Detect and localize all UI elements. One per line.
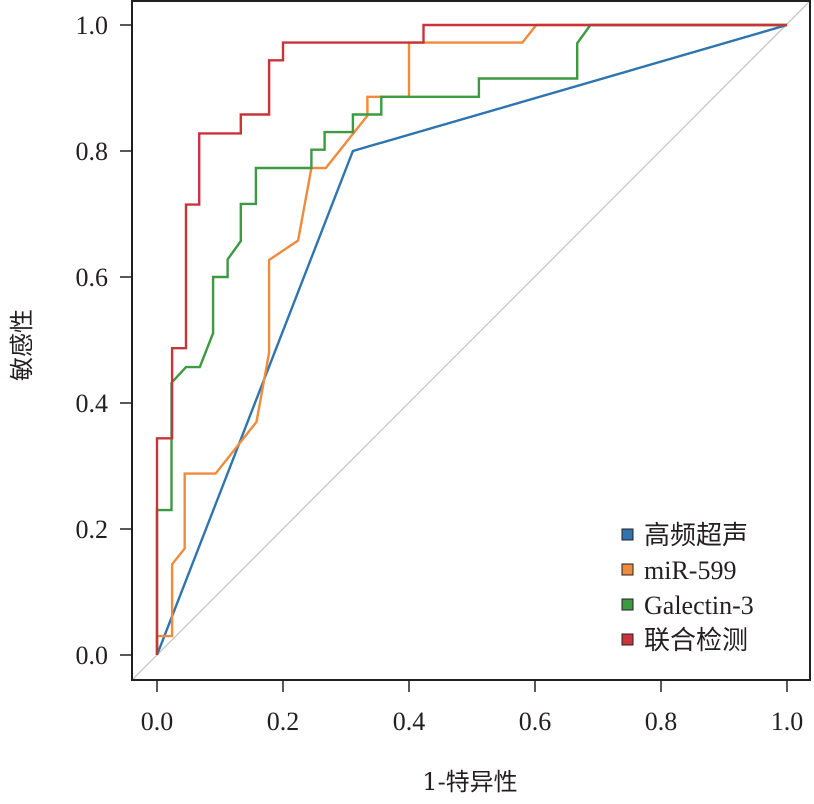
- roc-line-series-1: [155, 23, 787, 655]
- y-tick-label: 0.0: [76, 641, 109, 670]
- roc-line-series-3: [155, 23, 787, 655]
- x-axis: 0.0 0.2 0.4 0.6 0.8 1.0: [141, 681, 804, 736]
- legend-label: Galectin-3: [644, 591, 754, 620]
- reference-diagonal-line: [131, 0, 811, 681]
- y-tick-label: 1.0: [76, 11, 109, 40]
- y-axis: 0.0 0.2 0.4 0.6 0.8 1.0: [76, 11, 131, 670]
- y-tick-label: 0.4: [76, 389, 109, 418]
- y-tick-label: 0.2: [76, 515, 109, 544]
- legend-swatch: [621, 563, 634, 576]
- y-tick-label: 0.8: [76, 137, 109, 166]
- legend-label: 联合检测: [644, 626, 748, 655]
- y-tick-label: 0.6: [76, 263, 109, 292]
- legend-label: 高频超声: [644, 521, 748, 550]
- x-tick-label: 0.2: [267, 707, 300, 736]
- x-axis-title: 1-特异性: [422, 768, 517, 796]
- legend-swatch: [621, 598, 634, 611]
- legend-swatch: [621, 633, 634, 646]
- legend-item: 高频超声: [621, 521, 748, 550]
- x-tick-label: 0.6: [519, 707, 552, 736]
- plot-frame: [131, 0, 811, 681]
- roc-line-series-0: [155, 23, 788, 656]
- roc-line-series-2: [155, 23, 787, 655]
- x-tick-label: 1.0: [771, 707, 804, 736]
- x-tick-label: 0.0: [141, 707, 174, 736]
- legend-swatch: [621, 528, 634, 541]
- legend-item: 联合检测: [621, 626, 748, 655]
- y-axis-title: 敏感性: [8, 309, 36, 381]
- legend-item: Galectin-3: [621, 591, 754, 620]
- x-tick-label: 0.8: [645, 707, 678, 736]
- legend-item: miR-599: [621, 556, 736, 585]
- legend-label: miR-599: [644, 556, 736, 585]
- plot-area: [131, 0, 811, 681]
- x-tick-label: 0.4: [393, 707, 426, 736]
- legend: 高频超声 miR-599 Galectin-3 联合检测: [621, 521, 754, 655]
